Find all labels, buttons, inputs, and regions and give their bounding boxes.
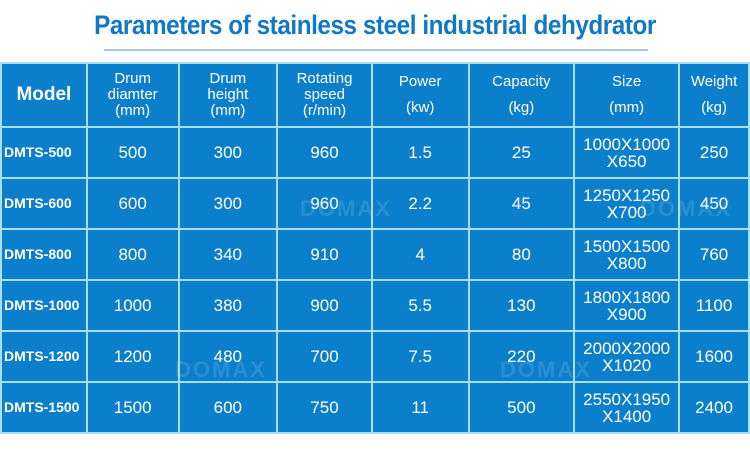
cell-line: X1020 <box>602 355 652 375</box>
cell-line: X700 <box>606 202 647 222</box>
cell-line: (mm) <box>115 102 151 119</box>
cell-line: 1250X1250 <box>583 185 671 205</box>
value-cell: 1250X1250 X700 <box>573 177 681 230</box>
cell-line: Size <box>612 73 642 90</box>
value-cell: 960 <box>276 126 373 179</box>
value-cell: 45 <box>467 177 576 230</box>
value-cell: 220 <box>467 330 576 383</box>
parameters-table: Model Drum diamter (mm) Drum height (mm) Rotati… <box>0 62 750 434</box>
cell-line: (r/min) <box>302 102 347 119</box>
table-row: DMTS-1200 1200 480 700 7.5 220 2000X2000 X1020 1… <box>0 330 750 383</box>
value-cell: 1200 <box>85 330 180 383</box>
value-cell: 1800X1800 X900 <box>573 279 681 332</box>
value-cell: 2400 <box>678 381 750 434</box>
value-cell: 500 <box>85 126 180 179</box>
header-cell: Weight (kg) <box>678 62 750 128</box>
header-cell: Drum diamter (mm) <box>85 62 180 128</box>
value-cell: 300 <box>177 177 279 230</box>
cell-line: (kw) <box>406 99 435 116</box>
value-cell: 1500X1500 X800 <box>573 228 681 281</box>
header-cell: Model <box>0 62 88 128</box>
cell-line: speed <box>304 86 345 103</box>
value-cell: 600 <box>177 381 279 434</box>
model-cell: DMTS-500 <box>0 126 88 179</box>
header-cell: Capacity (kg) <box>467 62 576 128</box>
table-row: DMTS-1500 1500 600 750 11 500 2550X1950 X1400 24… <box>0 381 750 434</box>
value-cell: 2000X2000 X1020 <box>573 330 681 383</box>
cell-line: X650 <box>606 151 647 171</box>
cell-line: 1000X1000 <box>583 134 671 154</box>
value-cell: 2.2 <box>370 177 470 230</box>
value-cell: 250 <box>678 126 750 179</box>
value-cell: 80 <box>467 228 576 281</box>
table-row: DMTS-800 800 340 910 4 80 1500X1500 X800 760 <box>0 228 750 281</box>
value-cell: 700 <box>276 330 373 383</box>
value-cell: 340 <box>177 228 279 281</box>
cell-line: Drum <box>114 70 151 87</box>
value-cell: 900 <box>276 279 373 332</box>
table-row: DMTS-600 600 300 960 2.2 45 1250X1250 X700 450 <box>0 177 750 230</box>
cell-line: (mm) <box>210 102 246 119</box>
cell-line: (mm) <box>609 99 645 116</box>
model-cell: DMTS-1500 <box>0 381 88 434</box>
value-cell: 1.5 <box>370 126 470 179</box>
model-cell: DMTS-1200 <box>0 330 88 383</box>
header-cell: Drum height (mm) <box>177 62 279 128</box>
model-cell: DMTS-1000 <box>0 279 88 332</box>
cell-line: 1500X1500 <box>583 236 671 256</box>
value-cell: 7.5 <box>370 330 470 383</box>
value-cell: 5.5 <box>370 279 470 332</box>
header-cell: Size (mm) <box>573 62 681 128</box>
model-cell: DMTS-600 <box>0 177 88 230</box>
cell-line: diamter <box>107 86 158 103</box>
value-cell: 800 <box>85 228 180 281</box>
cell-line: height <box>207 86 249 103</box>
cell-line: X1400 <box>602 406 652 426</box>
cell-line: Rotating <box>296 70 353 87</box>
page-title: Parameters of stainless steel industrial… <box>94 10 656 40</box>
value-cell: 480 <box>177 330 279 383</box>
cell-line: X800 <box>606 253 647 273</box>
header-cell: Power (kw) <box>370 62 470 128</box>
value-cell: 1000 <box>85 279 180 332</box>
cell-line: (kg) <box>508 99 535 116</box>
cell-line: 2550X1950 <box>583 389 671 409</box>
value-cell: 500 <box>467 381 576 434</box>
value-cell: 910 <box>276 228 373 281</box>
value-cell: 1000X1000 X650 <box>573 126 681 179</box>
table-row: DMTS-500 500 300 960 1.5 25 1000X1000 X650 250 <box>0 126 750 179</box>
value-cell: 4 <box>370 228 470 281</box>
header-row: Model Drum diamter (mm) Drum height (mm) Rotati… <box>0 62 750 128</box>
value-cell: 300 <box>177 126 279 179</box>
cell-line: 1800X1800 <box>583 287 671 307</box>
value-cell: 25 <box>467 126 576 179</box>
value-cell: 750 <box>276 381 373 434</box>
cell-line: X900 <box>606 304 647 324</box>
value-cell: 11 <box>370 381 470 434</box>
value-cell: 130 <box>467 279 576 332</box>
header-cell: Rotating speed (r/min) <box>276 62 373 128</box>
cell-line: Power <box>398 73 442 90</box>
cell-line: 2000X2000 <box>583 338 671 358</box>
value-cell: 760 <box>678 228 750 281</box>
value-cell: 2550X1950 X1400 <box>573 381 681 434</box>
cell-line: Model <box>16 84 72 105</box>
value-cell: 450 <box>678 177 750 230</box>
cell-line: Weight <box>690 73 738 90</box>
value-cell: 600 <box>85 177 180 230</box>
value-cell: 960 <box>276 177 373 230</box>
value-cell: 380 <box>177 279 279 332</box>
cell-line: Capacity <box>492 73 551 90</box>
value-cell: 1500 <box>85 381 180 434</box>
table-row: DMTS-1000 1000 380 900 5.5 130 1800X1800 X900 11… <box>0 279 750 332</box>
value-cell: 1100 <box>678 279 750 332</box>
cell-line: (kg) <box>701 99 727 116</box>
model-cell: DMTS-800 <box>0 228 88 281</box>
title-divider <box>104 49 648 51</box>
cell-line: Drum <box>209 70 247 87</box>
value-cell: 1600 <box>678 330 750 383</box>
